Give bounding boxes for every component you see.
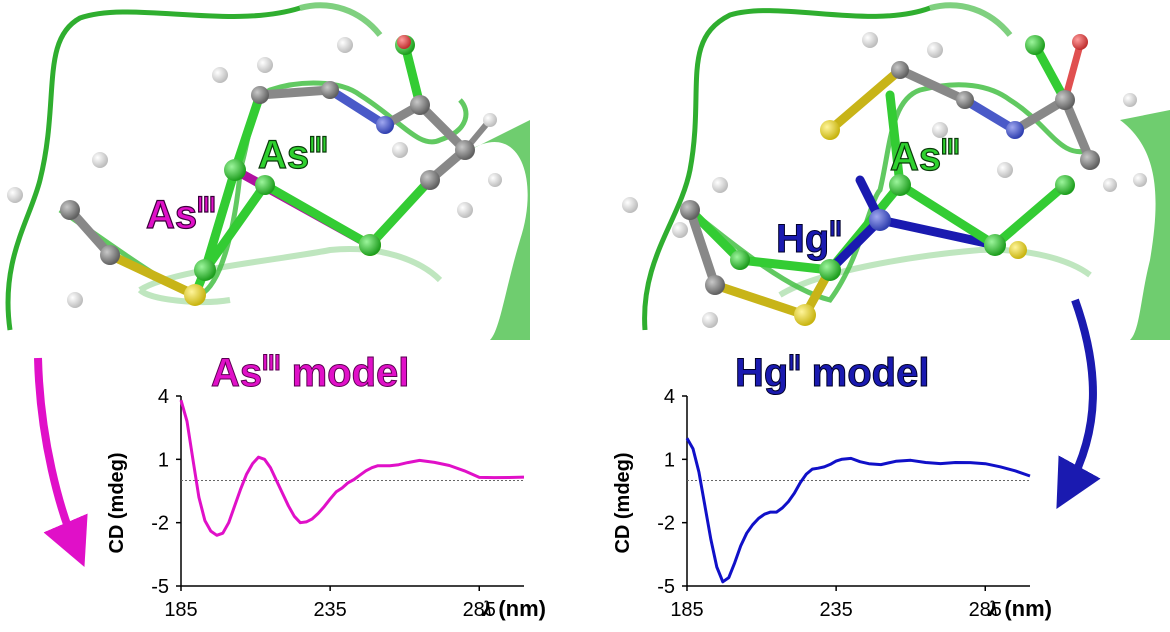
protein-helix <box>470 120 530 340</box>
cd-spectrum-line <box>179 399 525 537</box>
molecule-left: AsIII AsIII <box>0 0 530 340</box>
y-tick-label: 4 <box>158 386 169 408</box>
heading-as-model: AsIII model <box>211 350 409 395</box>
x-axis-label: λ (nm) <box>987 596 1052 621</box>
y-tick-label: 4 <box>664 386 675 408</box>
y-axis-label: CD (mdeg) <box>106 452 128 553</box>
heading-hg-model: HgII model <box>735 350 929 395</box>
x-tick-label: 235 <box>819 599 852 621</box>
x-axis-label: λ (nm) <box>481 596 546 621</box>
atom-label-as-magenta: AsIII <box>146 192 215 237</box>
protein-loop <box>137 287 231 305</box>
protein-loop <box>138 246 443 293</box>
atom-label-as-top: AsIII <box>890 134 959 179</box>
y-tick-label: -2 <box>657 513 675 535</box>
y-tick-label: -5 <box>151 576 169 598</box>
arrow-left-icon <box>34 357 88 568</box>
protein-ribbon <box>299 2 383 37</box>
protein-ribbon <box>929 2 1013 37</box>
y-tick-label: -2 <box>151 513 169 535</box>
bonds <box>685 40 1095 320</box>
x-tick-label: 185 <box>164 599 197 621</box>
protein-ribbon <box>642 5 931 331</box>
arrow-right-icon <box>1056 298 1101 510</box>
protein-ribbon <box>5 5 301 331</box>
cd-spectrum-line <box>685 437 1031 584</box>
atom-label-as-top: AsIII <box>258 132 327 177</box>
x-tick-label: 285 <box>463 599 496 621</box>
x-tick-label: 235 <box>313 599 346 621</box>
x-tick-label: 285 <box>969 599 1002 621</box>
y-tick-label: -5 <box>657 576 675 598</box>
atoms <box>622 32 1147 328</box>
protein-helix <box>1120 110 1170 340</box>
atom-label-hg: HgII <box>776 216 842 261</box>
x-tick-label: 185 <box>670 599 703 621</box>
y-tick-label: 1 <box>158 449 169 471</box>
y-tick-label: 1 <box>664 449 675 471</box>
protein-backbone <box>688 82 1091 303</box>
y-axis-label: CD (mdeg) <box>612 452 634 553</box>
atoms <box>7 35 502 308</box>
molecule-right: AsIII HgII <box>622 0 1170 340</box>
